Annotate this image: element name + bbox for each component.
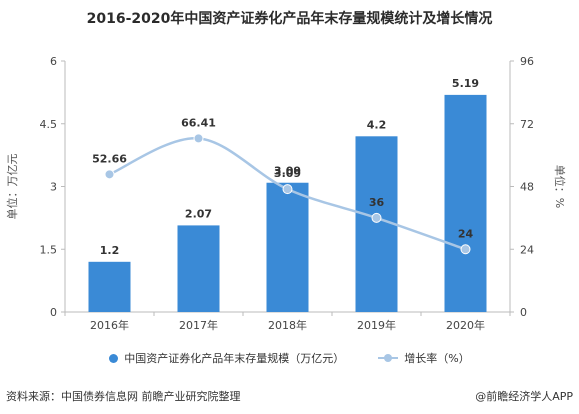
bar-series	[88, 94, 487, 312]
chart-title: 2016-2020年中国资产证券化产品年末存量规模统计及增长情况	[86, 11, 493, 27]
y-left-tick-label: 0	[50, 306, 57, 319]
y-right-tick-label: 0	[520, 306, 527, 319]
legend-bar-label: 中国资产证券化产品年末存量规模（万亿元）	[124, 352, 345, 365]
legend-line-swatch	[378, 354, 399, 362]
line-point	[193, 133, 204, 144]
bar	[266, 182, 309, 312]
bar	[444, 94, 487, 312]
legend-item-line: 增长率（%）	[378, 350, 470, 366]
chart-axes: 0 1.5 3 4.5 6 0 24 48 72 96 2016年 2017年 2018年 2019年 20…	[5, 55, 567, 332]
y-left-tick-label: 4.5	[40, 118, 58, 131]
legend-bar-swatch	[109, 353, 119, 363]
credit-note: @前瞻经济学人APP	[475, 390, 573, 403]
bar	[355, 136, 398, 312]
bar	[88, 261, 131, 312]
x-tick-label: 2020年	[446, 318, 485, 332]
chart-legend: 中国资产证券化产品年末存量规模（万亿元） 增长率（%）	[0, 350, 579, 366]
line-value-label: 36	[369, 196, 385, 209]
legend-line-label: 增长率（%）	[404, 352, 470, 365]
x-tick-label: 2017年	[179, 318, 218, 332]
line-value-label: 66.41	[181, 116, 216, 129]
source-note: 资料来源：中国债券信息网 前瞻产业研究院整理	[6, 390, 241, 403]
y-left-tick-label: 1.5	[40, 243, 58, 256]
legend-item-bar: 中国资产证券化产品年末存量规模（万亿元）	[109, 350, 344, 366]
line-point	[371, 212, 382, 223]
y-right-tick-label: 72	[520, 118, 534, 131]
line-point	[460, 244, 471, 255]
line-value-label: 24	[458, 227, 474, 240]
bar-value-label: 3.09	[274, 165, 301, 178]
y-left-tick-label: 3	[50, 181, 57, 194]
line-value-label: 3.09	[274, 167, 301, 180]
bar-value-label: 4.2	[367, 118, 387, 131]
y-right-axis-title: 单位：%	[553, 165, 567, 208]
y-right-tick-label: 48	[520, 181, 534, 194]
line-point	[282, 184, 293, 195]
y-right-tick-label: 24	[520, 243, 534, 256]
x-tick-label: 2016年	[90, 318, 129, 332]
bar-value-label: 5.19	[452, 77, 479, 90]
bar	[177, 225, 220, 312]
line-point	[104, 169, 115, 180]
x-tick-label: 2018年	[268, 318, 307, 332]
y-right-tick-label: 96	[520, 55, 534, 68]
line-value-label: 52.66	[92, 152, 127, 165]
y-left-tick-label: 6	[50, 55, 57, 68]
line-series	[104, 133, 471, 255]
bar-value-label: 1.2	[100, 244, 120, 257]
bar-value-label: 2.07	[185, 207, 212, 220]
y-left-axis-title: 单位：万亿元	[5, 154, 19, 220]
x-tick-label: 2019年	[357, 318, 396, 332]
